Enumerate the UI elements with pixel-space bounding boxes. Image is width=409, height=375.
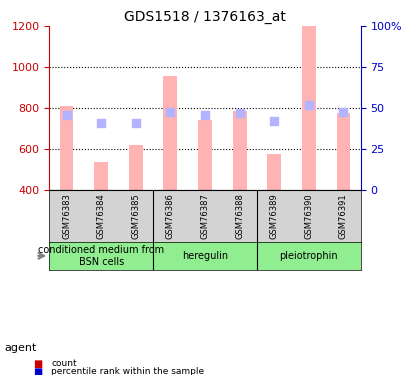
Point: [339, 109, 346, 115]
Bar: [232, 111, 246, 190]
Text: ■: ■: [33, 367, 42, 375]
Text: ■: ■: [33, 359, 42, 369]
Bar: [163, 75, 177, 190]
Bar: [94, 162, 108, 190]
Text: GSM76390: GSM76390: [303, 193, 312, 238]
Text: GSM76391: GSM76391: [338, 193, 347, 238]
Text: GSM76383: GSM76383: [62, 193, 71, 239]
Text: agent: agent: [4, 343, 36, 353]
Point: [63, 112, 70, 118]
Text: GSM76388: GSM76388: [234, 193, 243, 239]
Point: [98, 120, 104, 126]
Text: heregulin: heregulin: [182, 251, 227, 261]
Text: GSM76389: GSM76389: [269, 193, 278, 239]
Point: [236, 110, 242, 116]
Text: pleiotrophin: pleiotrophin: [279, 251, 337, 261]
Bar: [267, 153, 281, 190]
Text: conditioned medium from
BSN cells: conditioned medium from BSN cells: [38, 245, 164, 267]
Title: GDS1518 / 1376163_at: GDS1518 / 1376163_at: [124, 10, 285, 24]
Bar: [336, 114, 350, 190]
Text: percentile rank within the sample: percentile rank within the sample: [51, 368, 204, 375]
Bar: [59, 106, 73, 190]
Point: [305, 102, 311, 108]
Text: GSM76386: GSM76386: [166, 193, 175, 239]
Point: [167, 109, 173, 115]
Point: [201, 112, 208, 118]
Text: GSM76384: GSM76384: [97, 193, 106, 239]
Text: GSM76385: GSM76385: [131, 193, 140, 239]
Bar: [301, 26, 315, 190]
Text: GSM76387: GSM76387: [200, 193, 209, 239]
Bar: [198, 120, 211, 190]
Text: count: count: [51, 359, 77, 368]
Bar: [128, 145, 142, 190]
Point: [132, 120, 139, 126]
Point: [270, 118, 277, 124]
